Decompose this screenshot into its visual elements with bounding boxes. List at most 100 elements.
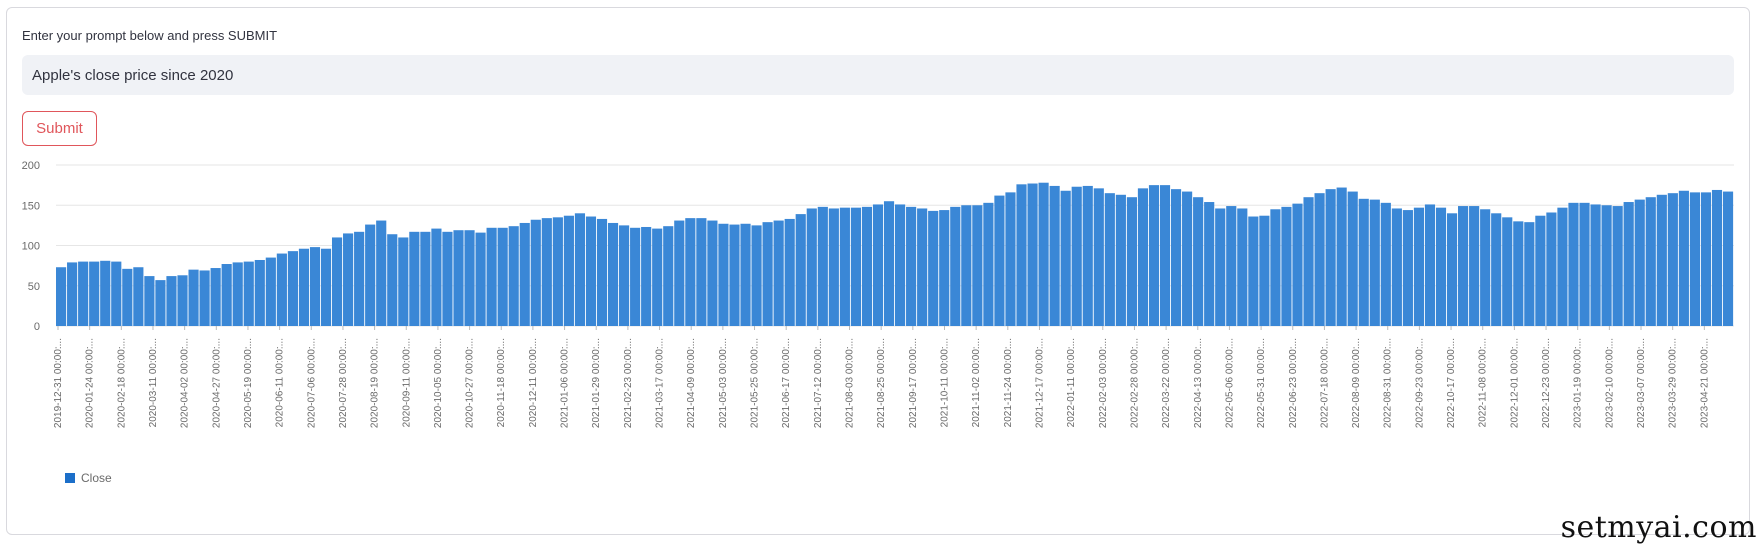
bar-close[interactable]	[630, 227, 641, 326]
bar-close[interactable]	[1215, 208, 1226, 326]
bar-close[interactable]	[906, 206, 917, 326]
bar-close[interactable]	[541, 218, 552, 326]
bar-close[interactable]	[795, 214, 806, 326]
bar-close[interactable]	[1237, 208, 1248, 326]
bar-close[interactable]	[1469, 206, 1480, 326]
bar-close[interactable]	[1115, 194, 1126, 326]
bar-close[interactable]	[309, 247, 321, 326]
bar-close[interactable]	[729, 224, 740, 326]
bar-close[interactable]	[1016, 184, 1027, 326]
bar-close[interactable]	[1568, 202, 1579, 326]
bar-close[interactable]	[100, 260, 111, 326]
bar-close[interactable]	[828, 208, 839, 326]
bar-close[interactable]	[409, 231, 420, 326]
bar-close[interactable]	[1314, 193, 1325, 326]
bar-close[interactable]	[1722, 191, 1734, 326]
bar-close[interactable]	[674, 220, 685, 326]
bar-close[interactable]	[243, 261, 254, 326]
bar-close[interactable]	[939, 210, 950, 326]
bar-close[interactable]	[641, 226, 652, 326]
bar-close[interactable]	[1435, 207, 1447, 326]
bar-close[interactable]	[895, 204, 906, 326]
bar-close[interactable]	[1579, 202, 1590, 326]
bar-close[interactable]	[89, 261, 100, 326]
bar-close[interactable]	[1413, 207, 1425, 326]
bar-close[interactable]	[552, 217, 563, 326]
bar-close[interactable]	[806, 208, 817, 326]
bar-close[interactable]	[817, 206, 828, 326]
bar-close[interactable]	[1590, 204, 1601, 326]
bar-close[interactable]	[387, 234, 398, 326]
bar-close[interactable]	[1634, 199, 1645, 326]
bar-close[interactable]	[1623, 202, 1634, 326]
bar-close[interactable]	[497, 227, 508, 326]
bar-close[interactable]	[585, 216, 597, 326]
bar-close[interactable]	[1182, 191, 1193, 326]
bar-close[interactable]	[530, 219, 541, 326]
bar-close[interactable]	[133, 267, 144, 326]
bar-close[interactable]	[861, 206, 873, 326]
bar-close[interactable]	[1656, 194, 1667, 326]
bar-close[interactable]	[1369, 199, 1380, 326]
bar-close[interactable]	[1248, 216, 1259, 326]
bar-close[interactable]	[508, 226, 519, 326]
bar-close[interactable]	[762, 222, 773, 326]
bar-close[interactable]	[1226, 206, 1237, 326]
bar-close[interactable]	[773, 220, 784, 326]
bar-close[interactable]	[1005, 192, 1016, 326]
bar-close[interactable]	[199, 270, 210, 326]
bar-close[interactable]	[883, 201, 895, 326]
bar-close[interactable]	[1148, 185, 1160, 326]
bar-close[interactable]	[784, 218, 795, 326]
bar-close[interactable]	[1524, 222, 1535, 326]
bar-close[interactable]	[1347, 191, 1358, 326]
bar-close[interactable]	[354, 231, 365, 326]
bar-close[interactable]	[1292, 203, 1303, 326]
bar-close[interactable]	[1546, 212, 1557, 326]
bar-close[interactable]	[1424, 204, 1436, 326]
bar-close[interactable]	[276, 253, 287, 326]
bar-close[interactable]	[122, 268, 133, 326]
chart-legend[interactable]: Close	[65, 471, 112, 485]
bar-close[interactable]	[1402, 210, 1413, 326]
bar-close[interactable]	[1601, 205, 1612, 326]
bar-close[interactable]	[1380, 202, 1391, 326]
bar-close[interactable]	[1446, 213, 1458, 326]
bar-close[interactable]	[961, 205, 972, 326]
bar-close[interactable]	[1159, 185, 1171, 326]
bar-close[interactable]	[210, 268, 221, 326]
bar-close[interactable]	[453, 230, 464, 326]
bar-close[interactable]	[563, 215, 574, 326]
bar-close[interactable]	[685, 218, 696, 326]
bar-close[interactable]	[1502, 217, 1513, 326]
bar-close[interactable]	[1126, 197, 1137, 326]
bar-close[interactable]	[475, 232, 486, 326]
bar-close[interactable]	[574, 213, 586, 326]
bar-close[interactable]	[1612, 206, 1623, 326]
bar-close[interactable]	[232, 262, 243, 326]
bar-close[interactable]	[1082, 185, 1093, 326]
bar-close[interactable]	[431, 228, 442, 326]
bar-close[interactable]	[486, 227, 497, 326]
bar-close[interactable]	[464, 230, 475, 326]
bar-close[interactable]	[1093, 188, 1104, 326]
bar-close[interactable]	[343, 233, 354, 326]
bar-close[interactable]	[751, 225, 762, 326]
prompt-input[interactable]	[22, 55, 1734, 95]
bar-close[interactable]	[67, 262, 78, 326]
bar-close[interactable]	[994, 195, 1005, 326]
bar-close[interactable]	[928, 210, 939, 326]
bar-close[interactable]	[254, 259, 265, 326]
bar-close[interactable]	[839, 207, 850, 326]
bar-close[interactable]	[619, 225, 630, 326]
bar-close[interactable]	[221, 264, 232, 326]
bar-close[interactable]	[1535, 215, 1546, 326]
bar-close[interactable]	[718, 223, 729, 326]
bar-close[interactable]	[1678, 190, 1689, 326]
bar-close[interactable]	[177, 275, 188, 326]
bar-close[interactable]	[1711, 189, 1723, 326]
bar-close[interactable]	[872, 204, 884, 326]
bar-close[interactable]	[1645, 197, 1656, 326]
bar-close[interactable]	[1038, 182, 1049, 326]
bar-close[interactable]	[1458, 206, 1469, 326]
